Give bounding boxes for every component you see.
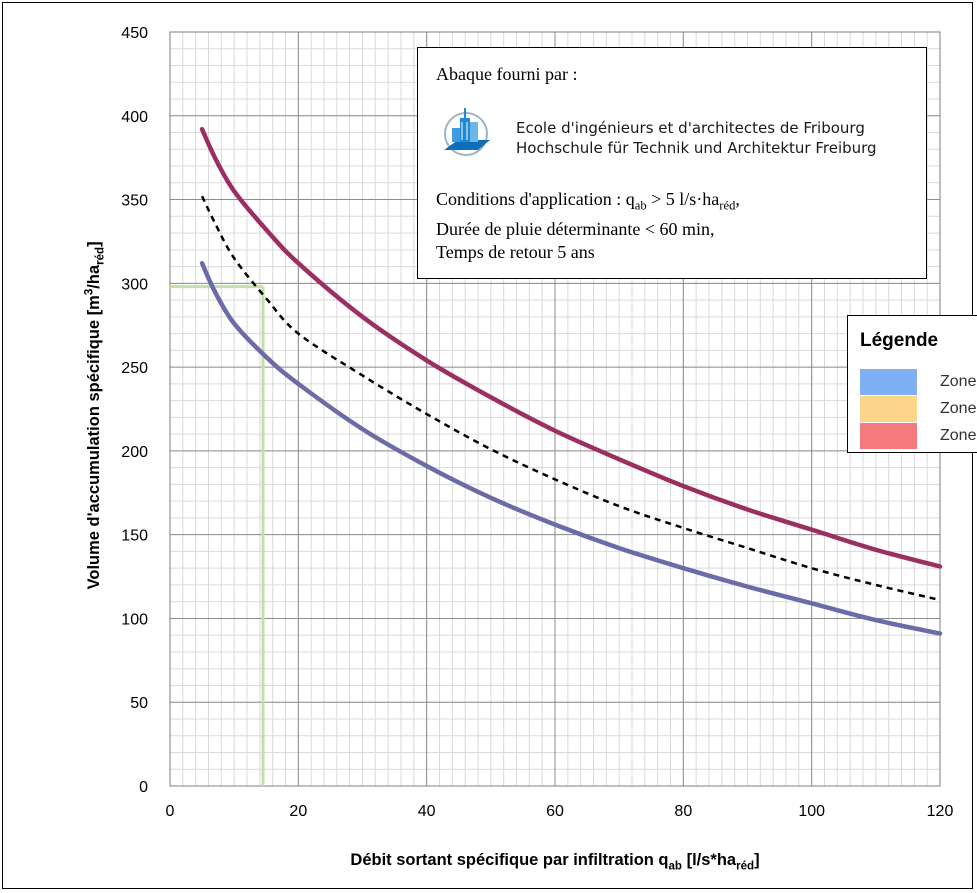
info-box: Abaque fourni par : Ecole d'ingénieurs e… (417, 47, 927, 279)
x-tick-label: 100 (798, 803, 825, 820)
y-tick-label: 300 (121, 276, 148, 293)
legend-swatch (860, 369, 917, 395)
x-tick-label: 60 (546, 803, 564, 820)
legend-label: Zone (940, 400, 977, 417)
school-name-fr: Ecole d'ingénieurs et d'architectes de F… (516, 119, 865, 137)
series-line-1 (199, 126, 943, 569)
legend-item: Zone (860, 369, 977, 395)
info-heading: Abaque fourni par : (436, 64, 578, 84)
y-tick-label: 200 (121, 444, 148, 461)
x-tick-labels: 0 20 40 60 80 100 120 (166, 803, 954, 820)
legend-label: Zone (940, 427, 977, 444)
series-lines (199, 126, 943, 636)
x-tick-label: 120 (927, 803, 954, 820)
school-name-de: Hochschule für Technik und Architektur F… (516, 139, 877, 157)
reading-guide (170, 285, 265, 786)
series-line-3 (199, 260, 943, 636)
school-name: Ecole d'ingénieurs et d'architectes de F… (516, 118, 877, 158)
school-building-logo-icon (438, 106, 496, 158)
legend-item: Zone (860, 423, 977, 449)
legend-swatch (860, 423, 917, 449)
x-tick-label: 40 (418, 803, 436, 820)
y-tick-label: 100 (121, 611, 148, 628)
application-conditions: Conditions d'application : qab > 5 l/s·h… (436, 188, 740, 264)
legend-label: Zone (940, 373, 977, 390)
y-axis-title: Volume d'accumulation spécifique [m3/har… (83, 241, 107, 590)
y-tick-label: 0 (139, 779, 148, 796)
x-tick-label: 20 (289, 803, 307, 820)
legend-swatch (860, 396, 917, 422)
y-tick-label: 50 (130, 695, 148, 712)
legend: Légende Zone Zone Zone (847, 315, 977, 453)
y-tick-label: 350 (121, 193, 148, 210)
y-tick-label: 150 (121, 528, 148, 545)
condition-flow: Conditions d'application : qab > 5 l/s·h… (436, 189, 740, 213)
condition-rain-duration: Durée de pluie déterminante < 60 min, (436, 218, 715, 239)
x-tick-label: 0 (166, 803, 175, 820)
x-axis-title: Débit sortant spécifique par infiltratio… (350, 851, 760, 873)
legend-title: Légende (860, 330, 939, 351)
series-line-2 (200, 195, 941, 602)
condition-return-period: Temps de retour 5 ans (436, 241, 595, 262)
y-tick-label: 400 (121, 109, 148, 126)
legend-item: Zone (860, 396, 977, 422)
y-tick-label: 250 (121, 360, 148, 377)
y-tick-label: 450 (121, 25, 148, 42)
y-tick-labels: 0 50 100 150 200 250 300 350 400 450 (121, 25, 148, 796)
x-tick-label: 80 (674, 803, 692, 820)
